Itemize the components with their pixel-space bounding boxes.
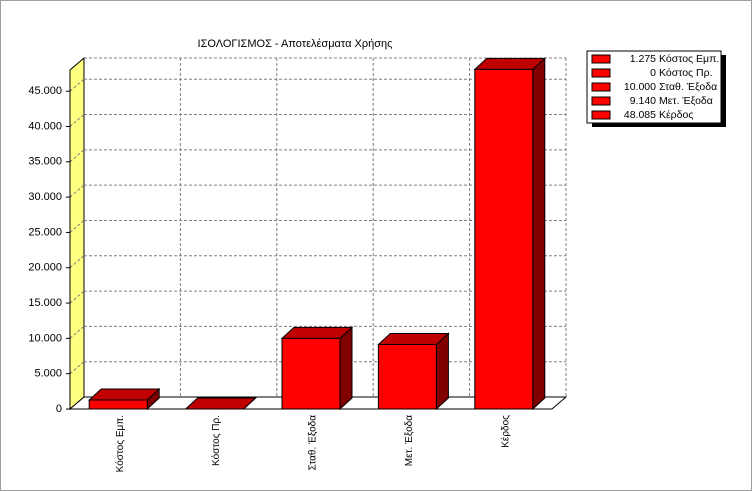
bar-front: [474, 68, 534, 410]
bar: [184, 397, 257, 410]
bar-front: [377, 343, 437, 410]
bar-top: [473, 57, 547, 70]
grid-line: [69, 255, 85, 269]
y-tick-label: 30.000: [28, 191, 62, 203]
legend-swatch: [591, 110, 611, 120]
y-tick-label: 35.000: [28, 156, 62, 168]
bar-top: [184, 397, 257, 410]
legend-swatch: [591, 54, 611, 64]
y-tick-label: 10.000: [28, 332, 62, 344]
bar: [377, 332, 450, 411]
legend-value: 10.000: [624, 81, 656, 93]
y-tick-label: 25.000: [28, 226, 62, 238]
grid-line: [69, 361, 85, 375]
legend-value: 0: [650, 67, 656, 79]
bar-side: [532, 57, 546, 411]
legend-swatch: [591, 68, 611, 78]
legend-value: 1.275: [630, 53, 656, 65]
bar-top: [280, 326, 354, 339]
x-tick-label: Κόστος Πρ.: [210, 415, 222, 466]
y-tick-label: 45.000: [28, 85, 62, 97]
y-tick-label: 5.000: [34, 368, 62, 380]
x-tick-label: Κέρδος: [499, 415, 511, 448]
legend-swatch: [591, 82, 611, 92]
bar-side: [435, 332, 449, 411]
y-tick-label: 0: [56, 403, 62, 415]
bar-front: [281, 337, 341, 410]
bar-front: [88, 399, 148, 410]
grid-line: [69, 184, 85, 198]
grid-line: [69, 78, 85, 92]
y-tick-label: 20.000: [28, 262, 62, 274]
x-tick-label: Κόστος Εμπ.: [114, 415, 126, 472]
chart-title: ΙΣΟΛΟΓΙΣΜΟΣ - Αποτελέσματα Χρήσης: [198, 38, 393, 50]
grid-line: [69, 149, 85, 163]
bar: [87, 387, 161, 411]
legend-swatch: [591, 96, 611, 106]
y-tick-label: 15.000: [28, 297, 62, 309]
legend-value: 48.085: [624, 109, 656, 121]
grid-line: [69, 220, 85, 233]
legend-value: 9.140: [630, 95, 656, 107]
bar-top: [87, 388, 161, 401]
legend-label: Σταθ. Έξοδα: [659, 81, 717, 93]
legend-label: Κέρδος: [659, 109, 693, 121]
y-tick-label: 40.000: [28, 120, 62, 132]
legend-label: Μετ. Έξοδα: [659, 95, 713, 107]
grid-line: [69, 325, 85, 339]
grid-line: [69, 114, 85, 127]
bar: [280, 326, 354, 411]
bar: [473, 57, 547, 411]
bar-top: [377, 332, 450, 345]
x-tick-label: Σταθ. Έξοδα: [308, 415, 319, 471]
bar-side: [339, 326, 353, 411]
legend-label: Κόστος Πρ.: [659, 67, 712, 79]
legend-label: Κόστος Εμπ.: [659, 53, 719, 65]
grid-line: [69, 290, 85, 304]
left-wall: [69, 56, 85, 411]
x-tick-label: Μετ. Έξοδα: [404, 415, 415, 466]
